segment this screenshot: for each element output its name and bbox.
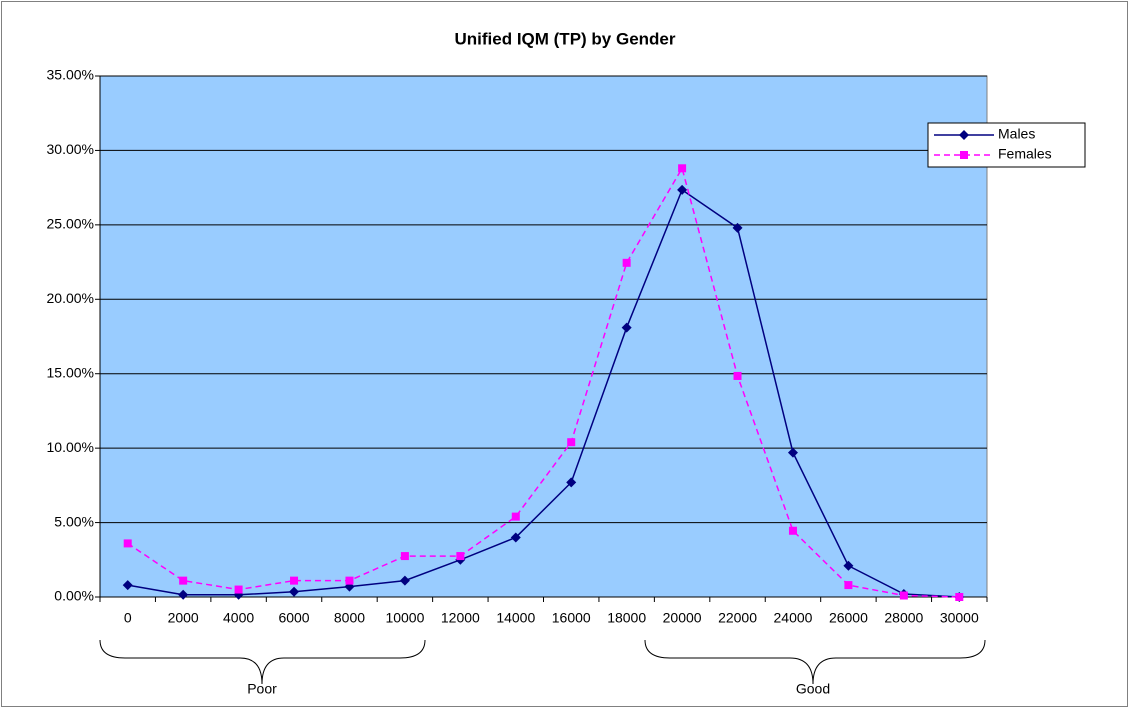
marker (399, 575, 410, 586)
marker (400, 552, 409, 561)
annotation: Good (796, 681, 830, 697)
marker (178, 589, 189, 600)
x-tick-label: 30000 (940, 610, 979, 626)
x-tick-label: 24000 (774, 610, 813, 626)
marker (678, 164, 687, 173)
legend-marker (959, 130, 969, 140)
x-tick-label: 8000 (334, 610, 365, 626)
y-tick-label: 15.00% (47, 364, 94, 380)
x-tick-label: 26000 (829, 610, 868, 626)
poor-brace (99, 639, 426, 685)
legend-box (927, 122, 1086, 168)
x-tick-label: 22000 (718, 610, 757, 626)
x-tick-label: 16000 (552, 610, 591, 626)
x-tick-label: 10000 (385, 610, 424, 626)
marker (788, 526, 797, 535)
marker (955, 593, 964, 601)
marker (844, 581, 853, 590)
marker (843, 560, 854, 571)
marker (566, 477, 577, 488)
marker (677, 184, 688, 195)
plot-area (99, 75, 988, 598)
marker (122, 580, 133, 591)
annotation: Poor (247, 681, 277, 697)
marker (123, 539, 132, 548)
marker (456, 552, 465, 561)
marker (733, 371, 742, 380)
marker (621, 322, 632, 333)
good-brace (644, 639, 986, 685)
y-tick-label: 35.00% (47, 67, 94, 83)
x-tick-label: 6000 (278, 610, 309, 626)
x-tick-label: 20000 (663, 610, 702, 626)
marker (787, 447, 798, 458)
legend-label: Males (998, 126, 1035, 142)
y-tick-label: 5.00% (54, 513, 94, 529)
marker (234, 585, 243, 594)
marker (345, 576, 354, 585)
x-tick-label: 28000 (884, 610, 923, 626)
marker (732, 222, 743, 233)
marker (622, 258, 631, 267)
chart-title: Unified IQM (TP) by Gender (454, 29, 675, 48)
series-line (127, 188, 960, 598)
marker (899, 591, 908, 600)
marker (179, 576, 188, 585)
marker (511, 512, 520, 521)
marker (289, 586, 300, 597)
y-tick-label: 10.00% (47, 439, 94, 455)
y-tick-label: 30.00% (47, 141, 94, 157)
marker (567, 438, 576, 447)
x-tick-label: 2000 (168, 610, 199, 626)
series-line (127, 166, 960, 598)
y-tick-label: 25.00% (47, 216, 94, 232)
marker (510, 532, 521, 543)
x-tick-label: 18000 (607, 610, 646, 626)
y-tick-label: 0.00% (54, 588, 94, 604)
x-tick-label: 12000 (441, 610, 480, 626)
marker (290, 576, 299, 585)
legend-label: Females (998, 146, 1052, 162)
x-tick-label: 4000 (223, 610, 254, 626)
y-tick-label: 20.00% (47, 290, 94, 306)
x-tick-label: 14000 (496, 610, 535, 626)
x-tick-label: 0 (124, 610, 132, 626)
legend-marker (960, 151, 968, 159)
